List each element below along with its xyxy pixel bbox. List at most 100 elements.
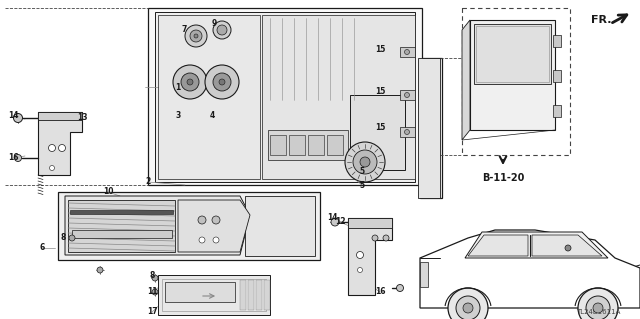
Circle shape bbox=[205, 65, 239, 99]
Polygon shape bbox=[158, 15, 260, 179]
Polygon shape bbox=[178, 200, 250, 252]
Circle shape bbox=[397, 285, 403, 292]
Circle shape bbox=[456, 296, 480, 319]
Bar bbox=[470, 20, 555, 130]
Circle shape bbox=[360, 157, 370, 167]
Bar bbox=[289, 135, 305, 155]
Polygon shape bbox=[532, 235, 602, 256]
Bar bbox=[264, 280, 270, 310]
Text: 5: 5 bbox=[360, 181, 365, 189]
Circle shape bbox=[181, 73, 199, 91]
Circle shape bbox=[463, 303, 473, 313]
Circle shape bbox=[212, 216, 220, 224]
Circle shape bbox=[69, 235, 75, 241]
Text: 11: 11 bbox=[147, 287, 157, 296]
Bar bbox=[248, 280, 254, 310]
Circle shape bbox=[49, 166, 54, 170]
Circle shape bbox=[58, 145, 65, 152]
Polygon shape bbox=[462, 130, 555, 140]
Circle shape bbox=[404, 49, 410, 55]
Text: 13: 13 bbox=[77, 114, 87, 122]
Text: 6: 6 bbox=[40, 243, 45, 253]
Circle shape bbox=[173, 65, 207, 99]
Bar bbox=[327, 135, 343, 155]
Circle shape bbox=[358, 268, 362, 272]
Circle shape bbox=[217, 25, 227, 35]
Bar bbox=[420, 262, 428, 287]
Bar bbox=[70, 210, 173, 214]
Bar bbox=[165, 282, 235, 302]
Text: 12: 12 bbox=[335, 218, 345, 226]
Circle shape bbox=[198, 216, 206, 224]
Circle shape bbox=[586, 296, 610, 319]
Polygon shape bbox=[155, 12, 415, 182]
Circle shape bbox=[219, 79, 225, 85]
Bar bbox=[72, 230, 172, 238]
Bar bbox=[308, 135, 324, 155]
Text: 2: 2 bbox=[145, 177, 150, 187]
Bar bbox=[476, 26, 549, 82]
Polygon shape bbox=[348, 218, 392, 295]
Polygon shape bbox=[468, 235, 528, 256]
Text: FR.: FR. bbox=[591, 15, 611, 25]
Bar bbox=[553, 35, 561, 47]
Polygon shape bbox=[462, 20, 470, 140]
Text: 9: 9 bbox=[211, 19, 216, 28]
Text: 15: 15 bbox=[375, 123, 385, 132]
Circle shape bbox=[345, 142, 385, 182]
Polygon shape bbox=[420, 230, 640, 308]
Bar bbox=[474, 24, 551, 84]
Text: 15: 15 bbox=[375, 46, 385, 55]
Bar bbox=[553, 105, 561, 117]
Circle shape bbox=[15, 154, 22, 161]
Bar bbox=[418, 58, 440, 198]
Circle shape bbox=[13, 114, 22, 122]
Polygon shape bbox=[38, 112, 82, 120]
Circle shape bbox=[187, 79, 193, 85]
Bar bbox=[270, 135, 286, 155]
Circle shape bbox=[383, 235, 389, 241]
Text: 15: 15 bbox=[375, 87, 385, 97]
Circle shape bbox=[372, 235, 378, 241]
Text: 3: 3 bbox=[175, 110, 180, 120]
Circle shape bbox=[565, 245, 571, 251]
Text: 4: 4 bbox=[209, 110, 214, 120]
Bar bbox=[268, 130, 348, 160]
Circle shape bbox=[49, 145, 56, 152]
Polygon shape bbox=[400, 90, 415, 100]
Circle shape bbox=[353, 150, 377, 174]
Circle shape bbox=[404, 130, 410, 135]
Circle shape bbox=[356, 251, 364, 258]
Text: B-11-20: B-11-20 bbox=[482, 173, 524, 183]
Bar bbox=[553, 70, 561, 82]
Text: 16: 16 bbox=[8, 153, 19, 162]
Text: 10: 10 bbox=[103, 188, 113, 197]
Polygon shape bbox=[68, 200, 175, 252]
Polygon shape bbox=[348, 218, 392, 228]
Polygon shape bbox=[262, 15, 415, 179]
Circle shape bbox=[152, 275, 158, 281]
Polygon shape bbox=[38, 112, 82, 175]
Circle shape bbox=[404, 93, 410, 98]
Bar bbox=[350, 95, 405, 170]
Text: 8: 8 bbox=[60, 233, 66, 241]
Text: TL24B1611A: TL24B1611A bbox=[575, 309, 620, 315]
Text: 1: 1 bbox=[175, 83, 180, 92]
Circle shape bbox=[448, 288, 488, 319]
Circle shape bbox=[213, 237, 219, 243]
Polygon shape bbox=[65, 196, 250, 255]
Bar bbox=[240, 280, 246, 310]
Text: 7: 7 bbox=[181, 25, 187, 33]
Circle shape bbox=[213, 73, 231, 91]
Polygon shape bbox=[400, 127, 415, 137]
Circle shape bbox=[578, 288, 618, 319]
Bar bbox=[245, 196, 315, 256]
Circle shape bbox=[194, 34, 198, 38]
Polygon shape bbox=[58, 192, 320, 260]
Circle shape bbox=[190, 30, 202, 42]
Circle shape bbox=[593, 303, 603, 313]
Text: 5: 5 bbox=[360, 167, 365, 176]
Bar bbox=[162, 279, 266, 311]
Polygon shape bbox=[465, 232, 608, 258]
Circle shape bbox=[213, 21, 231, 39]
